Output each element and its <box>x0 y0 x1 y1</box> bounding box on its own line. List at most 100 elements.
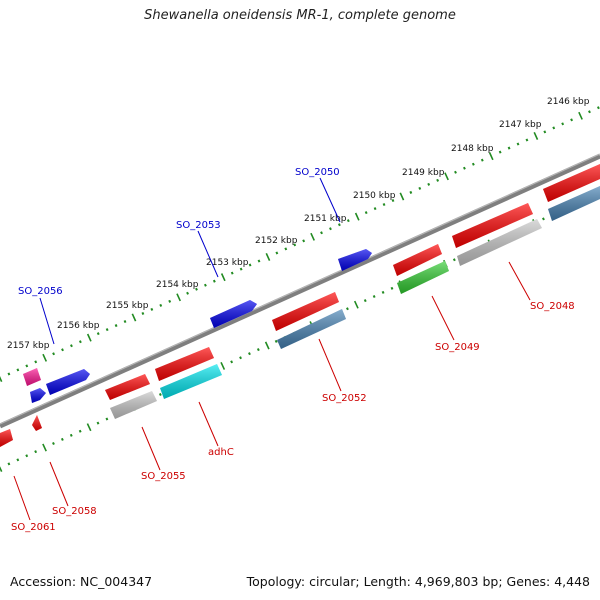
minor-tick <box>159 303 163 307</box>
gene-shade <box>0 429 13 447</box>
major-tick <box>86 423 92 432</box>
major-tick <box>42 353 48 362</box>
minor-tick <box>436 178 440 182</box>
genome-backbone <box>0 153 600 429</box>
gene-label[interactable]: SO_2061 <box>11 522 56 533</box>
minor-tick <box>239 267 243 271</box>
minor-tick <box>61 348 64 352</box>
gene-shade <box>397 261 449 294</box>
major-tick <box>310 232 315 241</box>
minor-tick <box>381 290 385 294</box>
gene-shade <box>210 300 257 328</box>
genome-backbone-highlight <box>0 153 600 425</box>
major-tick <box>86 333 92 342</box>
gene-label[interactable]: SO_2049 <box>435 342 480 353</box>
gene-shade <box>105 374 150 400</box>
gene-shade <box>30 388 46 403</box>
kbp-label: 2152 kbp <box>255 236 298 246</box>
major-tick <box>264 341 270 350</box>
minor-tick <box>141 311 145 315</box>
minor-tick <box>452 258 456 262</box>
minor-tick <box>96 421 100 425</box>
minor-tick <box>552 126 556 130</box>
minor-tick <box>257 259 261 263</box>
major-tick <box>265 253 271 261</box>
gene-label[interactable]: SO_2056 <box>18 286 63 297</box>
gene-label[interactable]: SO_2052 <box>322 393 367 404</box>
major-tick <box>444 172 449 181</box>
kbp-label: 2151 kbp <box>304 214 347 224</box>
minor-tick <box>78 340 82 344</box>
minor-tick <box>168 299 172 303</box>
minor-tick <box>274 339 278 343</box>
minor-tick <box>230 360 234 364</box>
minor-tick <box>239 356 242 360</box>
gene-shade <box>543 164 600 202</box>
gene-shade <box>277 309 346 349</box>
major-tick <box>353 300 359 309</box>
gene-label[interactable]: SO_2055 <box>141 471 186 482</box>
kbp-tick-row <box>0 106 600 382</box>
leader-line <box>319 177 341 223</box>
major-tick <box>578 111 583 120</box>
minor-tick <box>561 122 565 126</box>
major-tick <box>131 313 137 322</box>
minor-tick <box>346 219 350 223</box>
kbp-label: 2148 kbp <box>451 144 494 154</box>
gene-shading <box>0 164 600 447</box>
leader-line <box>39 297 55 345</box>
major-tick <box>0 376 3 382</box>
gene-label[interactable]: SO_2053 <box>176 220 221 231</box>
kbp-label: 2154 kbp <box>156 280 199 290</box>
gene-shade <box>272 292 339 331</box>
major-tick <box>220 273 226 282</box>
minor-tick <box>337 223 341 227</box>
minor-tick <box>372 294 376 299</box>
kbp-label: 2146 kbp <box>547 97 590 107</box>
gene-label[interactable]: SO_2050 <box>295 167 340 178</box>
minor-tick <box>78 429 82 433</box>
minor-tick <box>390 286 394 290</box>
kbp-label: 2157 kbp <box>7 341 50 351</box>
minor-tick <box>248 263 252 267</box>
gene-label[interactable]: SO_2048 <box>530 301 575 312</box>
minor-tick <box>373 207 377 211</box>
minor-tick <box>596 106 600 110</box>
genome-stats-label: Topology: circular; Length: 4,969,803 bp… <box>246 574 590 589</box>
map-title: Shewanella oneidensis MR-1, complete gen… <box>144 8 456 23</box>
minor-tick <box>34 360 38 364</box>
minor-tick <box>363 299 367 303</box>
minor-tick <box>256 348 260 352</box>
major-tick <box>0 466 3 472</box>
kbp-label: 2155 kbp <box>106 301 149 311</box>
minor-tick <box>302 239 306 243</box>
minor-tick <box>588 110 591 114</box>
minor-tick <box>52 441 55 446</box>
kbp-label: 2153 kbp <box>206 258 249 268</box>
minor-tick <box>34 450 38 454</box>
minor-tick <box>525 138 529 142</box>
minor-tick <box>7 462 11 466</box>
gene-shade <box>23 368 41 386</box>
minor-tick <box>418 186 422 190</box>
leader-line <box>13 475 31 521</box>
gene-shade <box>32 415 42 431</box>
minor-tick <box>284 247 288 251</box>
minor-tick <box>123 320 127 324</box>
minor-tick <box>364 211 368 215</box>
gene-label[interactable]: adhC <box>208 447 234 458</box>
minor-tick <box>16 458 20 462</box>
minor-tick <box>248 352 251 356</box>
minor-tick <box>25 454 29 458</box>
gene-label[interactable]: SO_2058 <box>52 506 97 517</box>
minor-tick <box>105 328 109 332</box>
minor-tick <box>158 392 162 397</box>
minor-tick <box>346 307 349 311</box>
minor-tick <box>570 118 574 122</box>
minor-tick <box>454 170 457 174</box>
minor-tick <box>275 251 279 255</box>
minor-tick <box>60 437 64 441</box>
minor-tick <box>150 307 154 311</box>
minor-tick <box>409 190 413 194</box>
